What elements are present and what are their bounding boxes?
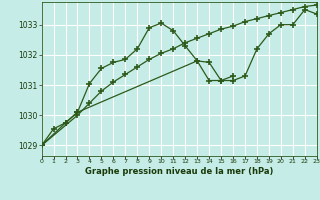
X-axis label: Graphe pression niveau de la mer (hPa): Graphe pression niveau de la mer (hPa) [85, 167, 273, 176]
